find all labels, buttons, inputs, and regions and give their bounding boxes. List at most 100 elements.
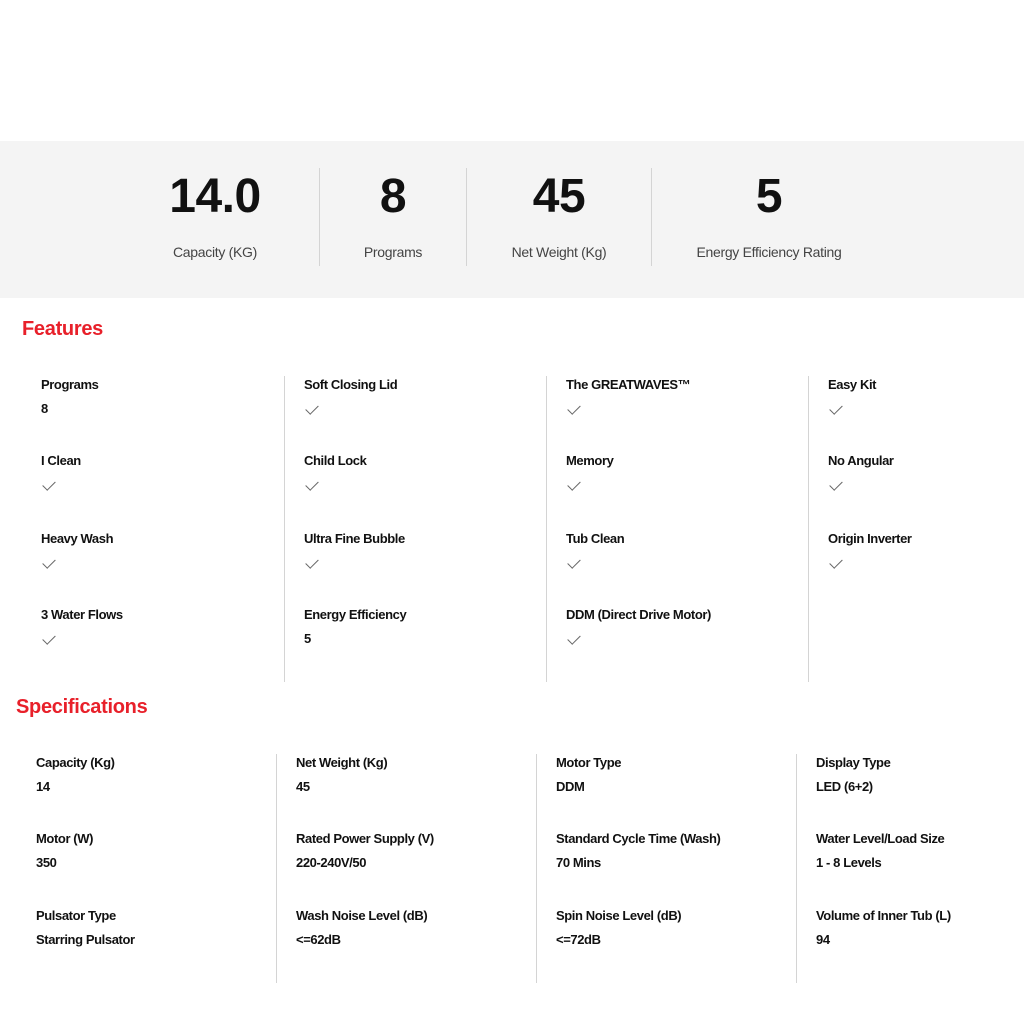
item-label: Net Weight (Kg) xyxy=(296,755,388,770)
item-label: Soft Closing Lid xyxy=(304,377,398,392)
item-label: 3 Water Flows xyxy=(41,607,123,622)
spec-item: Spin Noise Level (dB) <=72dB xyxy=(556,908,682,947)
check-icon xyxy=(829,401,843,415)
check-icon xyxy=(566,555,624,569)
check-icon xyxy=(41,555,113,569)
check-icon xyxy=(828,555,912,569)
spec-item: Pulsator Type Starring Pulsator xyxy=(36,908,135,947)
item-label: Energy Efficiency xyxy=(304,607,407,622)
check-icon xyxy=(41,477,81,491)
item-label: I Clean xyxy=(41,453,81,468)
item-value: 45 xyxy=(296,779,310,794)
check-icon xyxy=(567,555,581,569)
item-label: Motor (W) xyxy=(36,831,94,846)
item-value: 1 - 8 Levels xyxy=(816,855,882,870)
item-value: 5 xyxy=(304,631,311,646)
item-value: 94 xyxy=(816,932,830,947)
column-divider xyxy=(796,754,797,983)
item-label: Pulsator Type xyxy=(36,908,116,923)
item-label: No Angular xyxy=(828,453,894,468)
item-label: Volume of Inner Tub (L) xyxy=(816,908,951,923)
specifications-title: Specifications xyxy=(16,696,148,718)
features-title: Features xyxy=(22,318,103,340)
check-icon xyxy=(42,555,56,569)
check-icon xyxy=(305,477,319,491)
column-divider xyxy=(808,376,809,682)
column-divider xyxy=(546,376,547,682)
item-label: DDM (Direct Drive Motor) xyxy=(566,607,711,622)
stat-value: 8 xyxy=(379,170,407,223)
check-icon xyxy=(304,477,366,491)
item-label: Capacity (Kg) xyxy=(36,755,115,770)
stat-label: Programs xyxy=(363,244,423,260)
check-icon xyxy=(305,401,319,415)
check-icon xyxy=(567,631,581,645)
feature-item: 3 Water Flows xyxy=(41,607,123,645)
spec-item: Standard Cycle Time (Wash) 70 Mins xyxy=(556,831,721,870)
item-label: Child Lock xyxy=(304,453,367,468)
stat-value: 5 xyxy=(755,170,783,223)
spec-item: Display Type LED (6+2) xyxy=(816,755,891,794)
column-divider xyxy=(276,754,277,983)
spec-item: Motor (W) 350 xyxy=(36,831,94,870)
item-value: <=72dB xyxy=(556,932,601,947)
divider xyxy=(651,168,652,266)
feature-item: Memory xyxy=(566,453,614,491)
stat-value: 45 xyxy=(532,170,586,223)
feature-item: The GREATWAVES™ xyxy=(566,377,691,415)
item-label: Spin Noise Level (dB) xyxy=(556,908,682,923)
stat-label: Energy Efficiency Rating xyxy=(696,244,842,260)
item-label: Tub Clean xyxy=(566,531,625,546)
spec-item: Water Level/Load Size 1 - 8 Levels xyxy=(816,831,945,870)
stat-net-weight: 45 Net Weight (Kg) xyxy=(449,141,669,298)
check-icon xyxy=(304,555,405,569)
item-value: LED (6+2) xyxy=(816,779,873,794)
item-label: The GREATWAVES™ xyxy=(566,377,691,392)
feature-item: Soft Closing Lid xyxy=(304,377,398,415)
check-icon xyxy=(829,477,843,491)
feature-item: Ultra Fine Bubble xyxy=(304,531,405,569)
check-icon xyxy=(566,401,690,415)
item-value: DDM xyxy=(556,779,585,794)
check-icon xyxy=(566,631,711,645)
spec-item: Motor Type DDM xyxy=(556,755,621,794)
item-label: Heavy Wash xyxy=(41,531,114,546)
item-label: Easy Kit xyxy=(828,377,877,392)
feature-item: Origin Inverter xyxy=(828,531,912,569)
item-label: Wash Noise Level (dB) xyxy=(296,908,428,923)
item-label: Rated Power Supply (V) xyxy=(296,831,434,846)
divider xyxy=(466,168,467,266)
item-value: 8 xyxy=(41,401,48,416)
check-icon xyxy=(829,555,843,569)
feature-item: Easy Kit xyxy=(828,377,877,415)
feature-item: Child Lock xyxy=(304,453,367,491)
divider xyxy=(319,168,320,266)
check-icon xyxy=(41,631,123,645)
item-label: Programs xyxy=(41,377,99,392)
check-icon xyxy=(567,477,581,491)
stat-value: 14.0 xyxy=(169,170,261,223)
spec-item: Rated Power Supply (V) 220-240V/50 xyxy=(296,831,434,870)
item-value: Starring Pulsator xyxy=(36,932,135,947)
check-icon xyxy=(42,477,56,491)
item-label: Origin Inverter xyxy=(828,531,912,546)
item-label: Ultra Fine Bubble xyxy=(304,531,405,546)
item-value: 350 xyxy=(36,855,57,870)
check-icon xyxy=(305,555,319,569)
feature-item: Energy Efficiency 5 xyxy=(304,607,407,646)
column-divider xyxy=(536,754,537,983)
stat-energy-rating: 5 Energy Efficiency Rating xyxy=(659,141,879,298)
item-value: 14 xyxy=(36,779,50,794)
check-icon xyxy=(828,477,894,491)
stat-programs: 8 Programs xyxy=(283,141,503,298)
column-divider xyxy=(284,376,285,682)
item-label: Water Level/Load Size xyxy=(816,831,945,846)
check-icon xyxy=(566,477,613,491)
check-icon xyxy=(42,631,56,645)
item-value: 220-240V/50 xyxy=(296,855,367,870)
stat-capacity: 14.0 Capacity (KG) xyxy=(105,141,325,298)
stat-label: Net Weight (Kg) xyxy=(511,244,607,260)
check-icon xyxy=(828,401,876,415)
feature-item: Programs 8 xyxy=(41,377,99,416)
check-icon xyxy=(567,401,581,415)
